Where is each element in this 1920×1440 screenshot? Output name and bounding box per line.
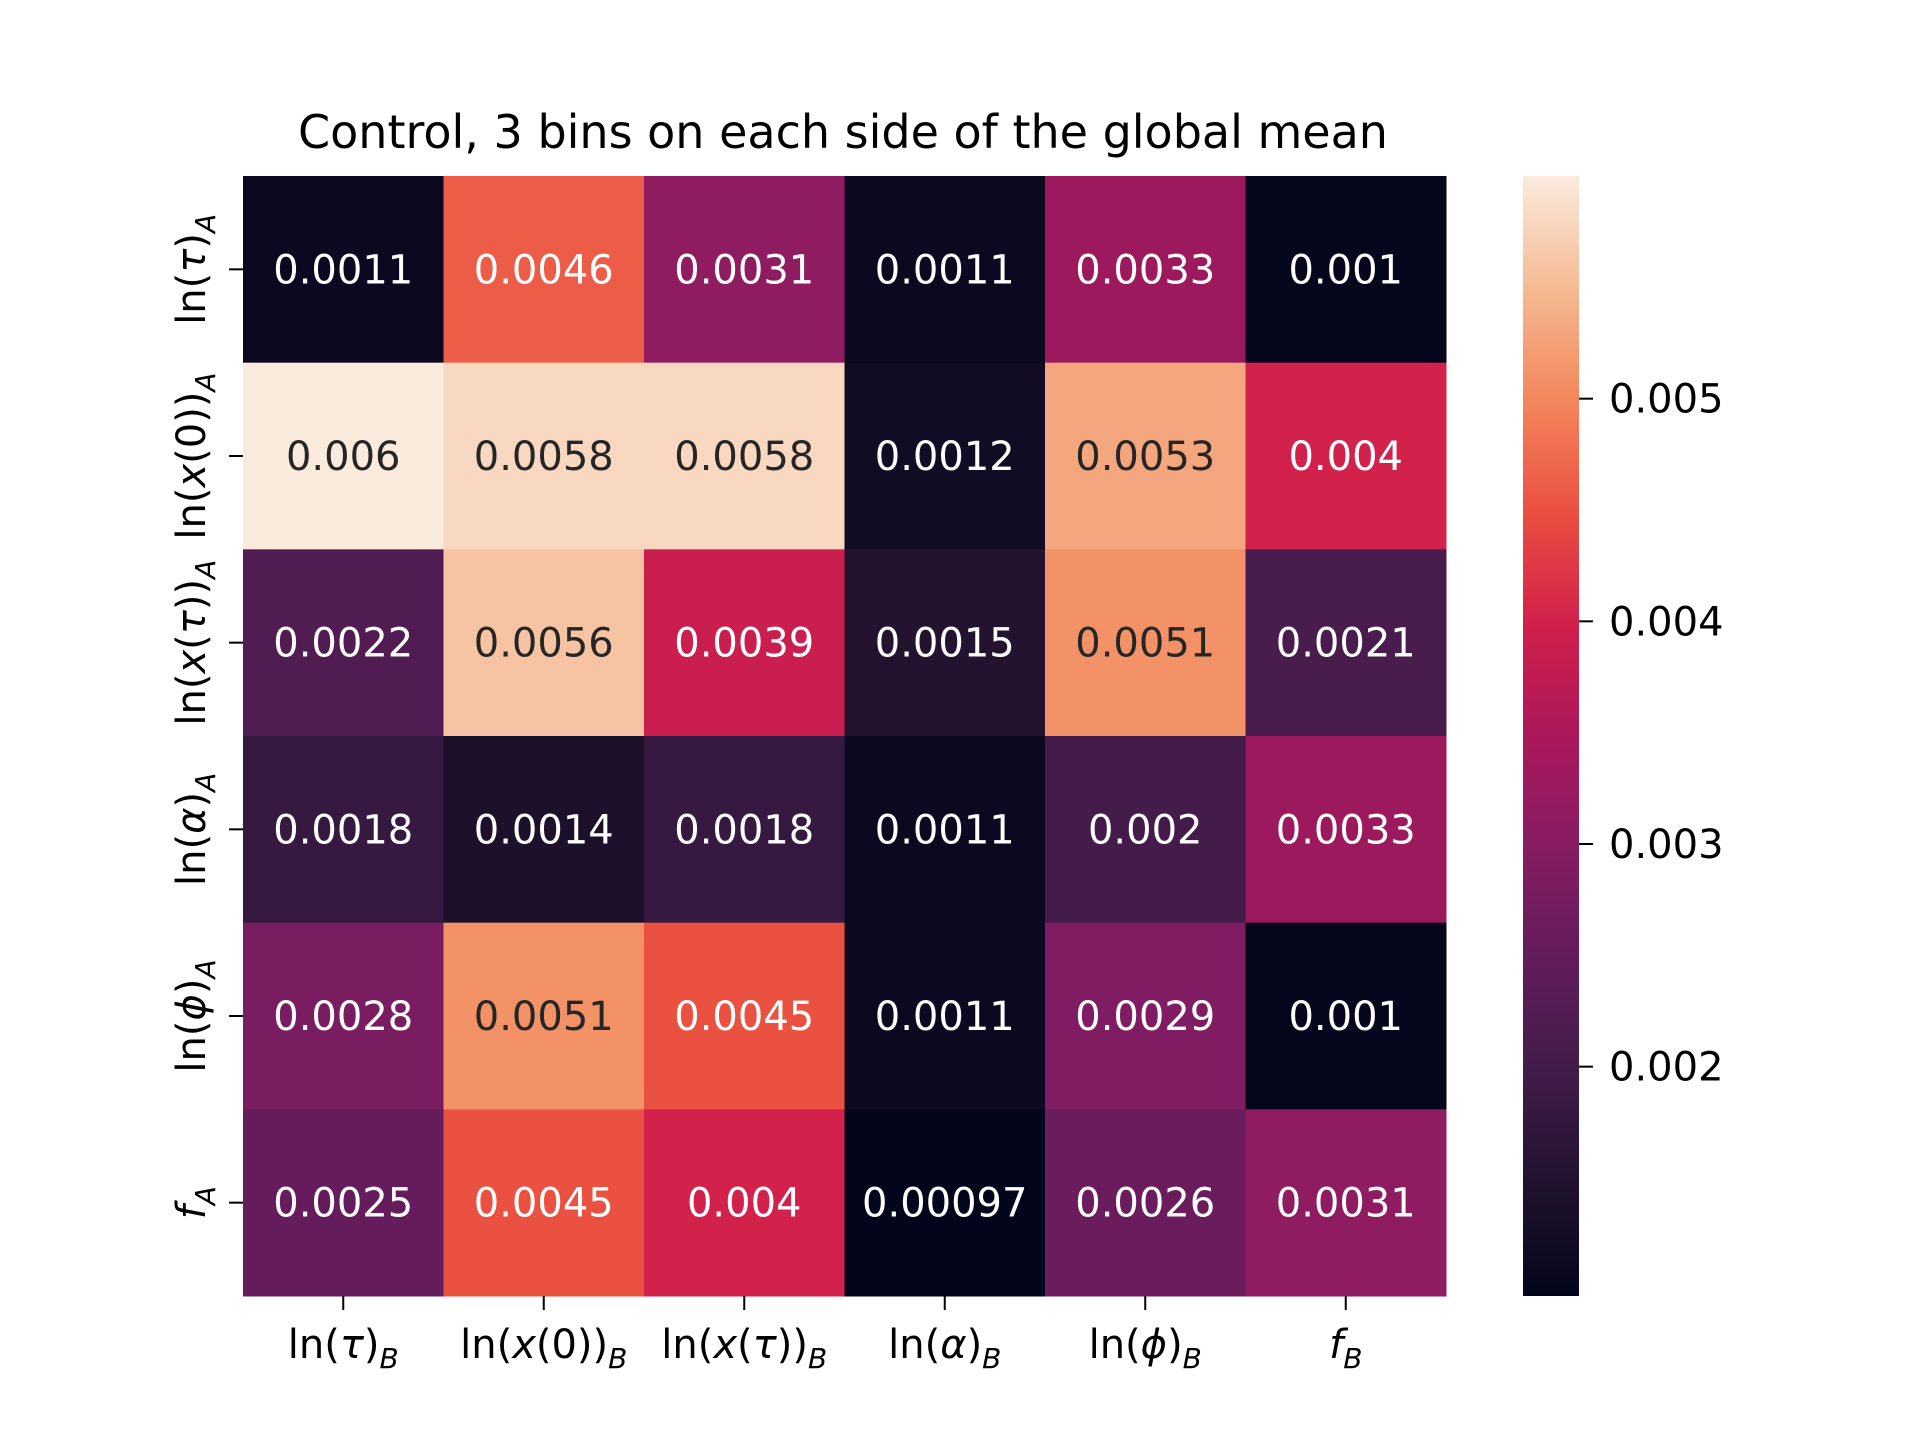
heatmap-cell-r0-c5	[1245, 176, 1447, 364]
y-tick-label-1: ln(x(0))A	[169, 372, 222, 539]
cell-value-r1-c0: 0.006	[286, 434, 401, 480]
heatmap-cell-r4-c4	[1045, 922, 1246, 1110]
chart-title: Control, 3 bins on each side of the glob…	[298, 105, 1388, 159]
x-tick-label-4: ln(ϕ)B	[1089, 1322, 1202, 1375]
heatmap-cell-r5-c1	[443, 1109, 645, 1297]
heatmap-cell-r3-c3	[844, 736, 1046, 924]
cell-value-r5-c2: 0.004	[687, 1181, 802, 1227]
heatmap-cells	[243, 176, 1447, 1297]
cell-value-r2-c1: 0.0056	[474, 621, 614, 667]
heatmap-cell-r4-c2	[644, 922, 845, 1110]
cell-value-r0-c5: 0.001	[1288, 247, 1403, 293]
cell-value-r2-c3: 0.0015	[875, 621, 1015, 667]
cell-value-r0-c3: 0.0011	[875, 247, 1015, 293]
heatmap-cell-r1-c2	[644, 362, 845, 550]
heatmap-cell-r4-c3	[844, 922, 1046, 1110]
heatmap-cell-r5-c4	[1045, 1109, 1246, 1297]
cell-value-r3-c4: 0.002	[1088, 807, 1203, 853]
y-tick-label-5: fA	[169, 1186, 222, 1219]
x-tick-label-0: ln(τ)B	[288, 1322, 399, 1375]
cell-value-r5-c0: 0.0025	[273, 1181, 413, 1227]
cell-value-r4-c0: 0.0028	[273, 994, 413, 1040]
cell-value-r5-c1: 0.0045	[474, 1181, 614, 1227]
cell-value-r0-c2: 0.0031	[674, 247, 814, 293]
heatmap-cell-r1-c4	[1045, 362, 1246, 550]
cell-value-r5-c3: 0.00097	[862, 1181, 1027, 1227]
cell-value-r3-c5: 0.0033	[1276, 807, 1416, 853]
cell-value-r1-c5: 0.004	[1288, 434, 1403, 480]
heatmap-cell-r3-c2	[644, 736, 845, 924]
heatmap-cell-labels: 0.0011 0.0046 0.0031 0.0011 0.0033 0.001 0.006…	[273, 247, 1415, 1226]
heatmap-cell-r2-c3	[844, 549, 1046, 737]
heatmap-cell-r1-c0	[243, 362, 444, 550]
heatmap-cell-r2-c2	[644, 549, 845, 737]
heatmap-cell-r1-c5	[1245, 362, 1447, 550]
x-tick-label-5: fB	[1329, 1322, 1362, 1375]
heatmap-cell-r3-c4	[1045, 736, 1246, 924]
heatmap-cell-r4-c5	[1245, 922, 1447, 1110]
cell-value-r1-c1: 0.0058	[474, 434, 614, 480]
heatmap-cell-r3-c5	[1245, 736, 1447, 924]
cell-value-r4-c3: 0.0011	[875, 994, 1015, 1040]
cell-value-r1-c2: 0.0058	[674, 434, 814, 480]
colorbar-tick-label-2: 0.004	[1609, 599, 1724, 645]
heatmap-cell-r0-c3	[844, 176, 1046, 364]
colorbar-gradient	[1523, 176, 1579, 1296]
cell-value-r5-c5: 0.0031	[1276, 1181, 1416, 1227]
y-tick-label-3: ln(α)A	[169, 773, 222, 886]
cell-value-r4-c5: 0.001	[1288, 994, 1403, 1040]
cell-value-r2-c0: 0.0022	[273, 621, 413, 667]
cell-value-r2-c2: 0.0039	[674, 621, 814, 667]
y-tick-label-0: ln(τ)A	[169, 214, 222, 325]
cell-value-r4-c4: 0.0029	[1075, 994, 1215, 1040]
heatmap-cell-r3-c1	[443, 736, 645, 924]
cell-value-r5-c4: 0.0026	[1075, 1181, 1215, 1227]
x-tick-label-2: ln(x(τ))B	[661, 1322, 827, 1375]
cell-value-r1-c4: 0.0053	[1075, 434, 1215, 480]
cell-value-r0-c4: 0.0033	[1075, 247, 1215, 293]
x-tick-label-3: ln(α)B	[888, 1322, 1001, 1375]
colorbar-tick-label-3: 0.005	[1609, 377, 1724, 423]
heatmap-cell-r2-c4	[1045, 549, 1246, 737]
heatmap-cell-r2-c5	[1245, 549, 1447, 737]
cell-value-r4-c2: 0.0045	[674, 994, 814, 1040]
cell-value-r2-c5: 0.0021	[1276, 621, 1416, 667]
heatmap-cell-r1-c3	[844, 362, 1046, 550]
heatmap-cell-r5-c2	[644, 1109, 845, 1297]
cell-value-r3-c0: 0.0018	[273, 807, 413, 853]
heatmap-cell-r3-c0	[243, 736, 444, 924]
colorbar-tick-label-1: 0.003	[1609, 822, 1724, 868]
cell-value-r3-c2: 0.0018	[674, 807, 814, 853]
y-tick-label-2: ln(x(τ))A	[169, 560, 222, 726]
heatmap-cell-r5-c3	[844, 1109, 1046, 1297]
cell-value-r3-c3: 0.0011	[875, 807, 1015, 853]
heatmap-cell-r0-c0	[243, 176, 444, 364]
heatmap-cell-r0-c2	[644, 176, 845, 364]
cell-value-r4-c1: 0.0051	[474, 994, 614, 1040]
cell-value-r2-c4: 0.0051	[1075, 621, 1215, 667]
heatmap-cell-r0-c4	[1045, 176, 1246, 364]
colorbar-tick-label-0: 0.002	[1609, 1045, 1724, 1091]
cell-value-r3-c1: 0.0014	[474, 807, 614, 853]
heatmap-cell-r4-c1	[443, 922, 645, 1110]
heatmap-cell-r2-c0	[243, 549, 444, 737]
y-tick-label-4: ln(ϕ)A	[169, 959, 222, 1072]
y-axis: ln(τ)A ln(x(0))A ln(x(τ))A ln(α)A ln(ϕ)A fA	[169, 214, 243, 1219]
heatmap-cell-r2-c1	[443, 549, 645, 737]
colorbar: 0.002 0.003 0.004 0.005	[1523, 176, 1724, 1296]
x-tick-label-1: ln(x(0))B	[460, 1322, 627, 1375]
x-axis: ln(τ)B ln(x(0))B ln(x(τ))B ln(α)B ln(ϕ)B fB	[288, 1296, 1362, 1375]
cell-value-r0-c1: 0.0046	[474, 247, 614, 293]
heatmap-cell-r5-c5	[1245, 1109, 1447, 1297]
cell-value-r1-c3: 0.0012	[875, 434, 1015, 480]
heatmap-cell-r5-c0	[243, 1109, 444, 1297]
heatmap-cell-r1-c1	[443, 362, 645, 550]
heatmap-cell-r4-c0	[243, 922, 444, 1110]
heatmap-cell-r0-c1	[443, 176, 645, 364]
cell-value-r0-c0: 0.0011	[273, 247, 413, 293]
